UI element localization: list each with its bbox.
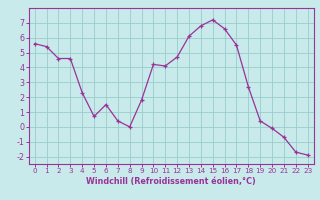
X-axis label: Windchill (Refroidissement éolien,°C): Windchill (Refroidissement éolien,°C) (86, 177, 256, 186)
